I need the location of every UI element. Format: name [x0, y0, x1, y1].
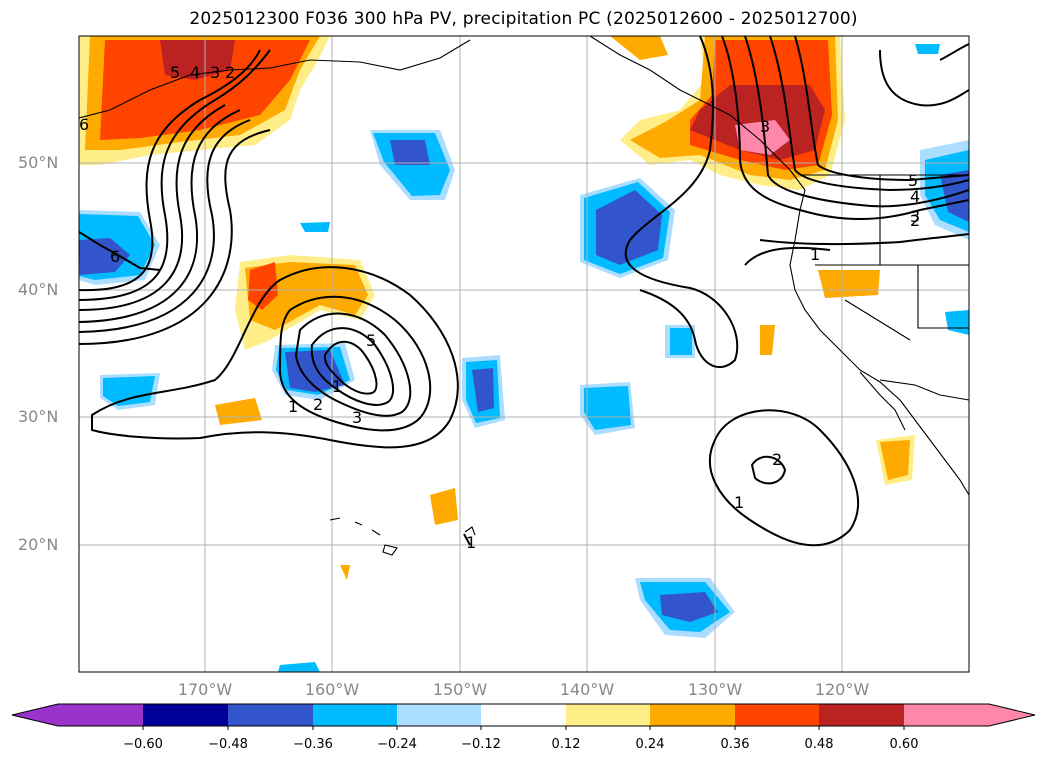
- colorbar-extend-high: [989, 704, 1035, 726]
- contour-label: 5: [366, 331, 376, 350]
- contour-label: 5: [170, 63, 180, 82]
- contour-label: 3: [760, 117, 770, 136]
- lat-label-20n: 20°N: [18, 535, 59, 554]
- colorbar-tick: 0.60: [889, 737, 919, 752]
- contour-labels: 6 5 4 3 2 1 6 1 2 3 5 3 5 4 3 2 1 2 1 1: [79, 63, 920, 552]
- hawaii: [329, 517, 398, 556]
- alaska-coast: [79, 39, 471, 119]
- contour-label: 6: [110, 247, 120, 266]
- contour-label: 4: [910, 187, 920, 206]
- colorbar-tick: −0.60: [123, 737, 163, 752]
- contour-label: 2: [910, 211, 920, 230]
- colorbar-extend-low: [12, 704, 58, 726]
- lat-label-40n: 40°N: [18, 280, 59, 299]
- colorbar-tick: −0.12: [461, 737, 501, 752]
- lon-label-140w: 140°W: [559, 680, 615, 699]
- contour-label: 3: [210, 63, 220, 82]
- lat-label-50n: 50°N: [18, 153, 59, 172]
- contour-label: 1: [734, 493, 744, 512]
- map-title: 2025012300 F036 300 hPa PV, precipitatio…: [189, 9, 858, 29]
- colorbar-tick: 0.48: [804, 737, 834, 752]
- contour-label: 1: [810, 245, 820, 264]
- precipitation-shading: [79, 36, 969, 672]
- contour-label: 1: [332, 377, 342, 396]
- contour-label: 6: [79, 115, 89, 134]
- colorbar-tick: −0.24: [377, 737, 417, 752]
- lon-label-160w: 160°W: [304, 680, 360, 699]
- contour-label: 4: [190, 63, 200, 82]
- pv-contours: [79, 36, 969, 547]
- precip-positive-ne: [610, 36, 668, 60]
- contour-label: 5: [908, 171, 918, 190]
- contour-label: 1: [288, 397, 298, 416]
- contour-label: 2: [313, 395, 323, 414]
- colorbar-tick: −0.48: [208, 737, 248, 752]
- contour-label: 2: [225, 63, 235, 82]
- lat-label-30n: 30°N: [18, 407, 59, 426]
- mexico-border: [879, 379, 969, 401]
- lon-label-150w: 150°W: [432, 680, 488, 699]
- baja: [859, 371, 906, 431]
- lon-label-120w: 120°W: [814, 680, 870, 699]
- colorbar-tick: 0.12: [551, 737, 581, 752]
- colorbar-tick: 0.24: [635, 737, 665, 752]
- lon-label-130w: 130°W: [687, 680, 743, 699]
- west-coast: [789, 189, 969, 496]
- contour-label: 1: [466, 533, 476, 552]
- colorbar: [11, 703, 1036, 730]
- colorbar-tick: 0.36: [720, 737, 750, 752]
- colorbar-tick: −0.36: [293, 737, 333, 752]
- contour-label: 3: [352, 408, 362, 427]
- contour-label: 2: [772, 450, 782, 469]
- contour-label: 3: [910, 207, 920, 226]
- map-frame: [78, 35, 970, 673]
- lon-label-170w: 170°W: [177, 680, 233, 699]
